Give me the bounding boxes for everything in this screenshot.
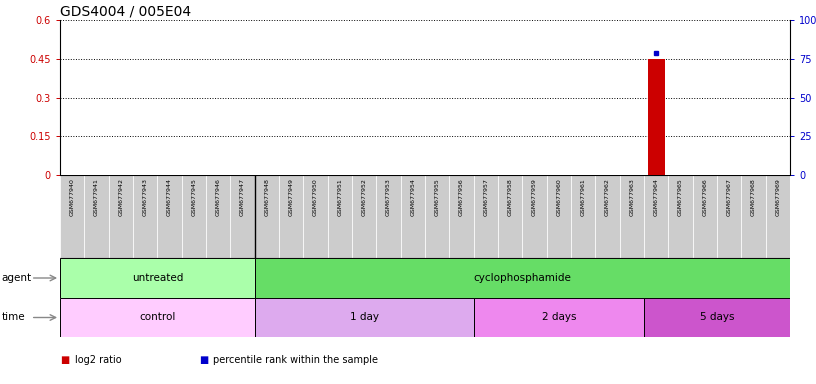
Text: GSM677964: GSM677964 <box>654 178 659 216</box>
Text: GSM677948: GSM677948 <box>264 178 269 216</box>
Text: untreated: untreated <box>131 273 183 283</box>
Bar <box>328 175 352 258</box>
Bar <box>547 175 571 258</box>
Text: GSM677956: GSM677956 <box>459 178 464 216</box>
Bar <box>206 175 230 258</box>
Bar <box>644 298 790 337</box>
Text: agent: agent <box>2 273 32 283</box>
Bar <box>765 175 790 258</box>
Bar <box>133 175 157 258</box>
Text: GSM677968: GSM677968 <box>751 178 756 216</box>
Bar <box>304 175 328 258</box>
Bar <box>644 175 668 258</box>
Text: ■: ■ <box>199 355 208 365</box>
Text: GSM677958: GSM677958 <box>508 178 512 216</box>
Bar <box>109 175 133 258</box>
Bar <box>60 298 255 337</box>
Text: GSM677945: GSM677945 <box>191 178 197 216</box>
Bar <box>668 175 693 258</box>
Text: GSM677967: GSM677967 <box>727 178 732 216</box>
Text: percentile rank within the sample: percentile rank within the sample <box>214 355 379 365</box>
Text: 5 days: 5 days <box>700 313 734 323</box>
Bar <box>741 175 765 258</box>
Bar <box>571 175 596 258</box>
Text: GSM677953: GSM677953 <box>386 178 391 216</box>
Bar <box>450 175 473 258</box>
Bar <box>255 175 279 258</box>
Bar <box>473 175 498 258</box>
Text: ■: ■ <box>60 355 69 365</box>
Text: GSM677949: GSM677949 <box>289 178 294 216</box>
Text: time: time <box>2 313 25 323</box>
Text: GSM677947: GSM677947 <box>240 178 245 216</box>
Text: control: control <box>140 313 175 323</box>
Bar <box>230 175 255 258</box>
Bar <box>401 175 425 258</box>
Bar <box>255 298 473 337</box>
Text: GDS4004 / 005E04: GDS4004 / 005E04 <box>60 4 191 18</box>
Text: 2 days: 2 days <box>542 313 576 323</box>
Text: GSM677950: GSM677950 <box>313 178 318 216</box>
Text: GSM677957: GSM677957 <box>483 178 488 216</box>
Text: GSM677962: GSM677962 <box>605 178 610 216</box>
Bar <box>157 175 182 258</box>
Text: GSM677959: GSM677959 <box>532 178 537 216</box>
Bar <box>182 175 206 258</box>
Text: GSM677943: GSM677943 <box>143 178 148 216</box>
Text: GSM677960: GSM677960 <box>557 178 561 216</box>
Text: GSM677942: GSM677942 <box>118 178 123 216</box>
Bar <box>498 175 522 258</box>
Text: log2 ratio: log2 ratio <box>75 355 122 365</box>
Bar <box>60 258 255 298</box>
Text: 1 day: 1 day <box>350 313 379 323</box>
Bar <box>717 175 741 258</box>
Text: GSM677955: GSM677955 <box>435 178 440 216</box>
Bar <box>693 175 717 258</box>
Bar <box>619 175 644 258</box>
Text: GSM677963: GSM677963 <box>629 178 634 216</box>
Bar <box>522 175 547 258</box>
Text: GSM677940: GSM677940 <box>69 178 75 216</box>
Text: GSM677941: GSM677941 <box>94 178 99 216</box>
Text: GSM677951: GSM677951 <box>337 178 343 216</box>
Bar <box>352 175 376 258</box>
Text: GSM677966: GSM677966 <box>703 178 707 216</box>
Text: GSM677952: GSM677952 <box>361 178 366 216</box>
Text: GSM677944: GSM677944 <box>167 178 172 216</box>
Bar <box>376 175 401 258</box>
Bar <box>255 258 790 298</box>
Bar <box>60 175 84 258</box>
Bar <box>84 175 109 258</box>
Bar <box>596 175 619 258</box>
Text: GSM677969: GSM677969 <box>775 178 780 216</box>
Text: GSM677946: GSM677946 <box>215 178 220 216</box>
Bar <box>473 298 644 337</box>
Bar <box>425 175 450 258</box>
Bar <box>648 59 665 175</box>
Bar <box>279 175 304 258</box>
Text: cyclophosphamide: cyclophosphamide <box>473 273 571 283</box>
Text: GSM677965: GSM677965 <box>678 178 683 216</box>
Text: GSM677954: GSM677954 <box>410 178 415 216</box>
Text: GSM677961: GSM677961 <box>581 178 586 216</box>
